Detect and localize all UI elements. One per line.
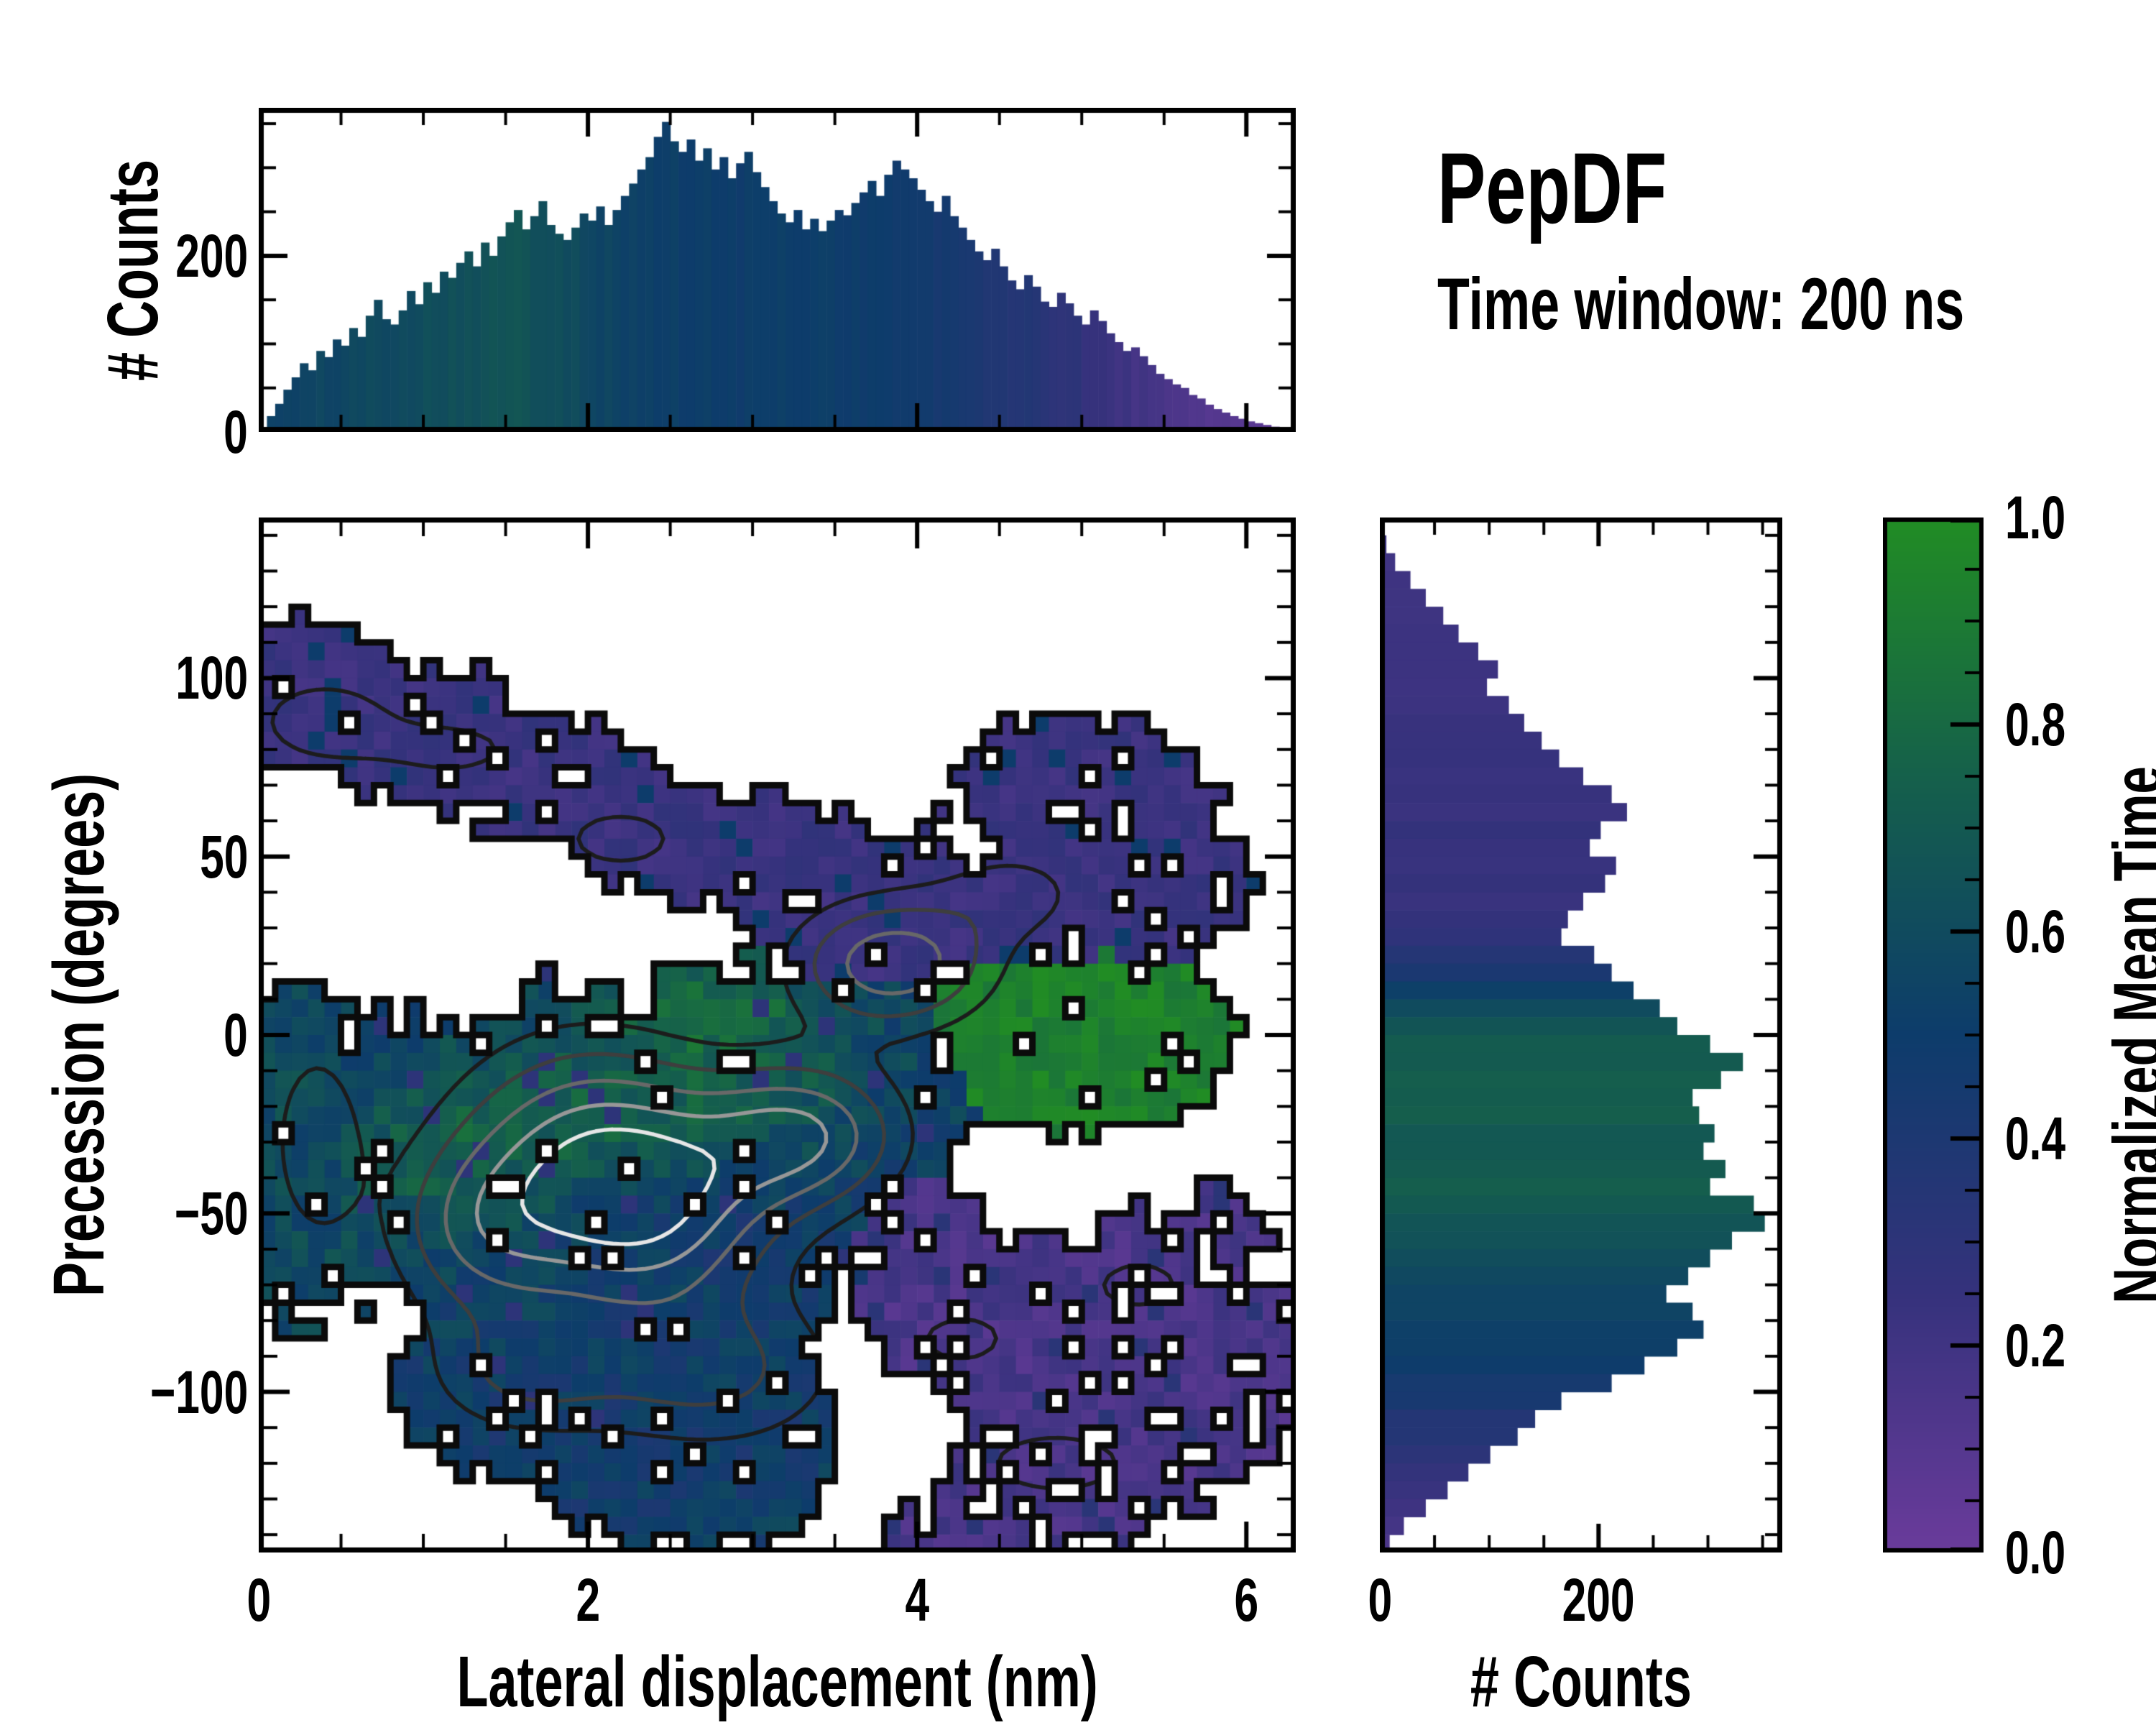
colorbar-canvas xyxy=(1883,518,1984,1552)
main-panel-ytick-50: 50 xyxy=(32,827,248,887)
colorbar-tick-0.6-text: 0.6 xyxy=(2005,898,2066,965)
main-x-axis-title: Lateral displacement (nm) xyxy=(456,1642,1099,1722)
main-panel-ytick--100-text: −100 xyxy=(149,1358,248,1426)
colorbar-tick-0.2-text: 0.2 xyxy=(2005,1312,2066,1379)
right-panel-xtick-200: 200 xyxy=(1491,1570,1706,1630)
main-panel-ytick-0-text: 0 xyxy=(224,1001,248,1069)
main-panel-xtick-0: 0 xyxy=(151,1570,367,1630)
top-panel-ytick-0: 0 xyxy=(32,402,248,462)
right-x-axis-title-wrap: # Counts xyxy=(1365,1646,1797,1718)
main-panel-xtick-2-text: 2 xyxy=(576,1566,600,1634)
main-panel-xtick-6: 6 xyxy=(1138,1570,1354,1630)
plot-title-text: PepDF xyxy=(1437,132,1667,244)
main-panel-ytick-100: 100 xyxy=(32,648,248,708)
main-panel-ytick-50-text: 50 xyxy=(199,822,248,891)
main-x-axis-title-wrap: Lateral displacement (nm) xyxy=(275,1646,1281,1718)
top-panel-ytick-0-text: 0 xyxy=(224,398,248,466)
colorbar-tick-0.0: 0.0 xyxy=(2005,1522,2156,1583)
right-x-axis-title: # Counts xyxy=(1470,1642,1692,1722)
main-panel-ytick-0: 0 xyxy=(32,1005,248,1065)
main-panel-ytick--100: −100 xyxy=(32,1362,248,1422)
main-panel-xtick-6-text: 6 xyxy=(1234,1566,1259,1634)
colorbar-tick-0.0-text: 0.0 xyxy=(2005,1519,2066,1586)
main-panel-ytick--50: −50 xyxy=(32,1183,248,1243)
colorbar-tick-1.0: 1.0 xyxy=(2005,487,2156,548)
colorbar-tick-0.8-text: 0.8 xyxy=(2005,691,2066,758)
main-panel-ytick-100-text: 100 xyxy=(175,644,248,712)
main-panel-xtick-0-text: 0 xyxy=(247,1566,271,1634)
plot-subtitle: Time window: 200 ns xyxy=(1437,267,2156,341)
top-panel-ytick-200: 200 xyxy=(32,226,248,286)
colorbar-tick-0.8: 0.8 xyxy=(2005,694,2156,755)
colorbar-tick-0.6: 0.6 xyxy=(2005,901,2156,962)
right-panel-xtick-0-text: 0 xyxy=(1368,1566,1392,1634)
right-panel-xtick-0: 0 xyxy=(1272,1570,1488,1630)
colorbar-tick-0.2: 0.2 xyxy=(2005,1315,2156,1376)
plot-title: PepDF xyxy=(1437,138,1756,239)
colorbar-title: Normalized Mean Time xyxy=(2099,766,2156,1304)
top-histogram-canvas xyxy=(259,108,1296,432)
right-panel-xtick-200-text: 200 xyxy=(1562,1566,1635,1634)
colorbar-tick-0.4: 0.4 xyxy=(2005,1108,2156,1169)
top-panel-ytick-200-text: 200 xyxy=(175,221,248,290)
colorbar-tick-1.0-text: 1.0 xyxy=(2005,484,2066,551)
plot-subtitle-text: Time window: 200 ns xyxy=(1437,263,1965,345)
main-heatmap-canvas xyxy=(259,518,1296,1552)
main-panel-xtick-4-text: 4 xyxy=(905,1566,930,1634)
main-panel-xtick-4: 4 xyxy=(809,1570,1025,1630)
colorbar-title-wrap: Normalized Mean Time xyxy=(2070,518,2156,1552)
right-histogram-canvas xyxy=(1380,518,1782,1552)
main-panel-ytick--50-text: −50 xyxy=(174,1179,248,1248)
main-panel-xtick-2: 2 xyxy=(480,1570,696,1630)
colorbar-tick-0.4-text: 0.4 xyxy=(2005,1105,2066,1172)
